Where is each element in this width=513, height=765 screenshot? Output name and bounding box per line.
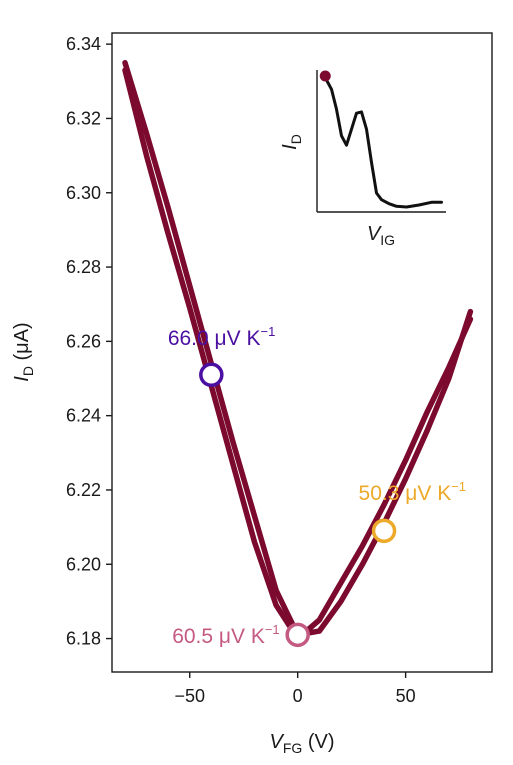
y-axis-label-main: I — [11, 376, 33, 382]
plot-frame — [111, 32, 493, 673]
y-tick-label: 6.22 — [66, 480, 101, 500]
inset-series-layer — [319, 70, 443, 209]
annotation-label-text: 50.3 μV K — [359, 482, 452, 505]
x-axis-label-sub: FG — [283, 740, 302, 756]
x-axis-label: VFG (V) — [269, 731, 334, 756]
inset-y-axis-label: ID — [279, 134, 304, 150]
x-tick-label: 0 — [293, 686, 303, 706]
y-tick-label: 6.32 — [66, 108, 101, 128]
inset-series-line — [320, 74, 443, 209]
annotation-label: 50.3 μV K−1 — [359, 479, 466, 505]
annotation-label: 66.0 μV K−1 — [168, 324, 275, 350]
annotation-label-text: 60.5 μV K — [172, 625, 265, 648]
x-axis-label-main: V — [269, 731, 284, 753]
inset-y-axis-label-main: I — [279, 144, 301, 150]
y-axis: 6.18 6.20 6.22 6.24 6.26 6.28 6.30 6.32 6.34 — [66, 34, 112, 649]
series-line-2 — [122, 67, 474, 642]
x-tick-label: −50 — [174, 686, 205, 706]
inset-marker — [319, 70, 331, 82]
inset-chart: ID VIG — [279, 70, 446, 248]
x-tick-label: 50 — [396, 686, 416, 706]
y-tick-label: 6.30 — [66, 183, 101, 203]
y-axis-label: ID (μA) — [11, 322, 36, 381]
y-tick-label: 6.34 — [66, 34, 101, 54]
annotation-layer: 66.0 μV K−150.3 μV K−160.5 μV K−1 — [168, 324, 466, 648]
annotation-marker — [199, 362, 224, 388]
annotation-label-text: 66.0 μV K — [168, 327, 261, 350]
inset-x-axis-label-main: V — [367, 223, 382, 245]
y-axis-label-sub: D — [20, 366, 36, 376]
inset-x-axis-label-sub: IG — [380, 232, 395, 248]
y-tick-label: 6.26 — [66, 331, 101, 351]
y-tick-label: 6.28 — [66, 257, 101, 277]
y-axis-label-unit: (μA) — [11, 322, 33, 366]
inset-x-axis-label: VIG — [367, 223, 395, 248]
annotation-marker — [285, 622, 310, 648]
annotation-label: 60.5 μV K−1 — [172, 622, 279, 648]
y-tick-label: 6.24 — [66, 406, 101, 426]
annotation-label-sup: −1 — [265, 622, 280, 637]
x-axis: −50 0 50 — [174, 672, 416, 706]
inset-y-axis-label-sub: D — [288, 134, 304, 144]
annotation-label-sup: −1 — [451, 479, 466, 494]
y-tick-label: 6.20 — [66, 554, 101, 574]
x-axis-label-unit: (V) — [302, 731, 334, 753]
annotation-marker — [371, 518, 397, 544]
annotation-label-sup: −1 — [260, 324, 275, 339]
y-tick-label: 6.18 — [66, 629, 101, 649]
